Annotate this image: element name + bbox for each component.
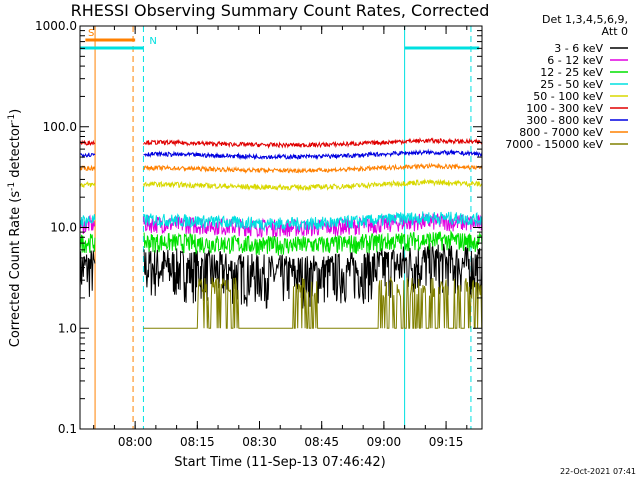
x-tick-label: 08:15 (180, 435, 215, 449)
legend-entry-label: 3 - 6 keV (554, 42, 603, 55)
legend-entry-label: 25 - 50 keV (540, 78, 603, 91)
y-axis-label-sup1: -1 (7, 182, 17, 191)
y-axis-label: Corrected Count Rate (s-1 detector-1) (7, 109, 23, 347)
chart-title: RHESSI Observing Summary Count Rates, Co… (71, 1, 490, 20)
x-tick-label: 09:15 (429, 435, 464, 449)
y-tick-label: 1000.0 (35, 19, 77, 33)
y-axis-label-mid: detector (8, 122, 23, 182)
interval-label: S (88, 28, 94, 39)
legend-entry-label: 12 - 25 keV (540, 66, 603, 79)
legend-entry-label: 300 - 800 keV (526, 114, 603, 127)
y-tick-label: 100.0 (43, 120, 77, 134)
series-line (80, 137, 482, 149)
series-line (80, 162, 482, 175)
x-axis-label: Start Time (11-Sep-13 07:46:42) (174, 455, 385, 470)
series-layer (80, 137, 482, 329)
legend-header-attenuator: Att 0 (602, 25, 628, 38)
x-tick-label: 08:45 (304, 435, 339, 449)
y-tick-label: 0.1 (58, 422, 77, 436)
series-line (80, 148, 482, 161)
x-tick-label: 09:00 (367, 435, 402, 449)
y-axis: 1000.0 100.0 10.0 1.0 0.1 (35, 19, 482, 436)
x-tick-label: 08:30 (242, 435, 277, 449)
series-line (143, 276, 482, 329)
legend-entry-label: 800 - 7000 keV (519, 126, 603, 139)
x-axis: 08:00 08:15 08:30 08:45 09:00 09:15 (93, 26, 468, 449)
legend-entry-label: 6 - 12 keV (547, 54, 603, 67)
legend-entry-label: 7000 - 15000 keV (505, 138, 603, 151)
y-tick-label: 1.0 (58, 321, 77, 335)
series-line (80, 242, 482, 309)
x-tick-label: 08:00 (118, 435, 153, 449)
legend-header-detectors: Det 1,3,4,5,6,9, (542, 13, 628, 26)
legend-entry-label: 100 - 300 keV (526, 102, 603, 115)
legend-entry-label: 50 - 100 keV (533, 90, 603, 103)
interval-bars: SN (80, 28, 480, 50)
y-axis-label-end: ) (8, 109, 23, 114)
interval-label: N (149, 36, 156, 47)
series-line (80, 211, 482, 233)
series-line (80, 178, 482, 192)
generation-timestamp: 22-Oct-2021 07:41 (560, 467, 636, 476)
y-axis-label-start: Corrected Count Rate (s (8, 191, 23, 348)
y-axis-label-sup2: -1 (7, 114, 17, 123)
series-line (80, 229, 482, 256)
y-tick-label: 10.0 (50, 221, 77, 235)
